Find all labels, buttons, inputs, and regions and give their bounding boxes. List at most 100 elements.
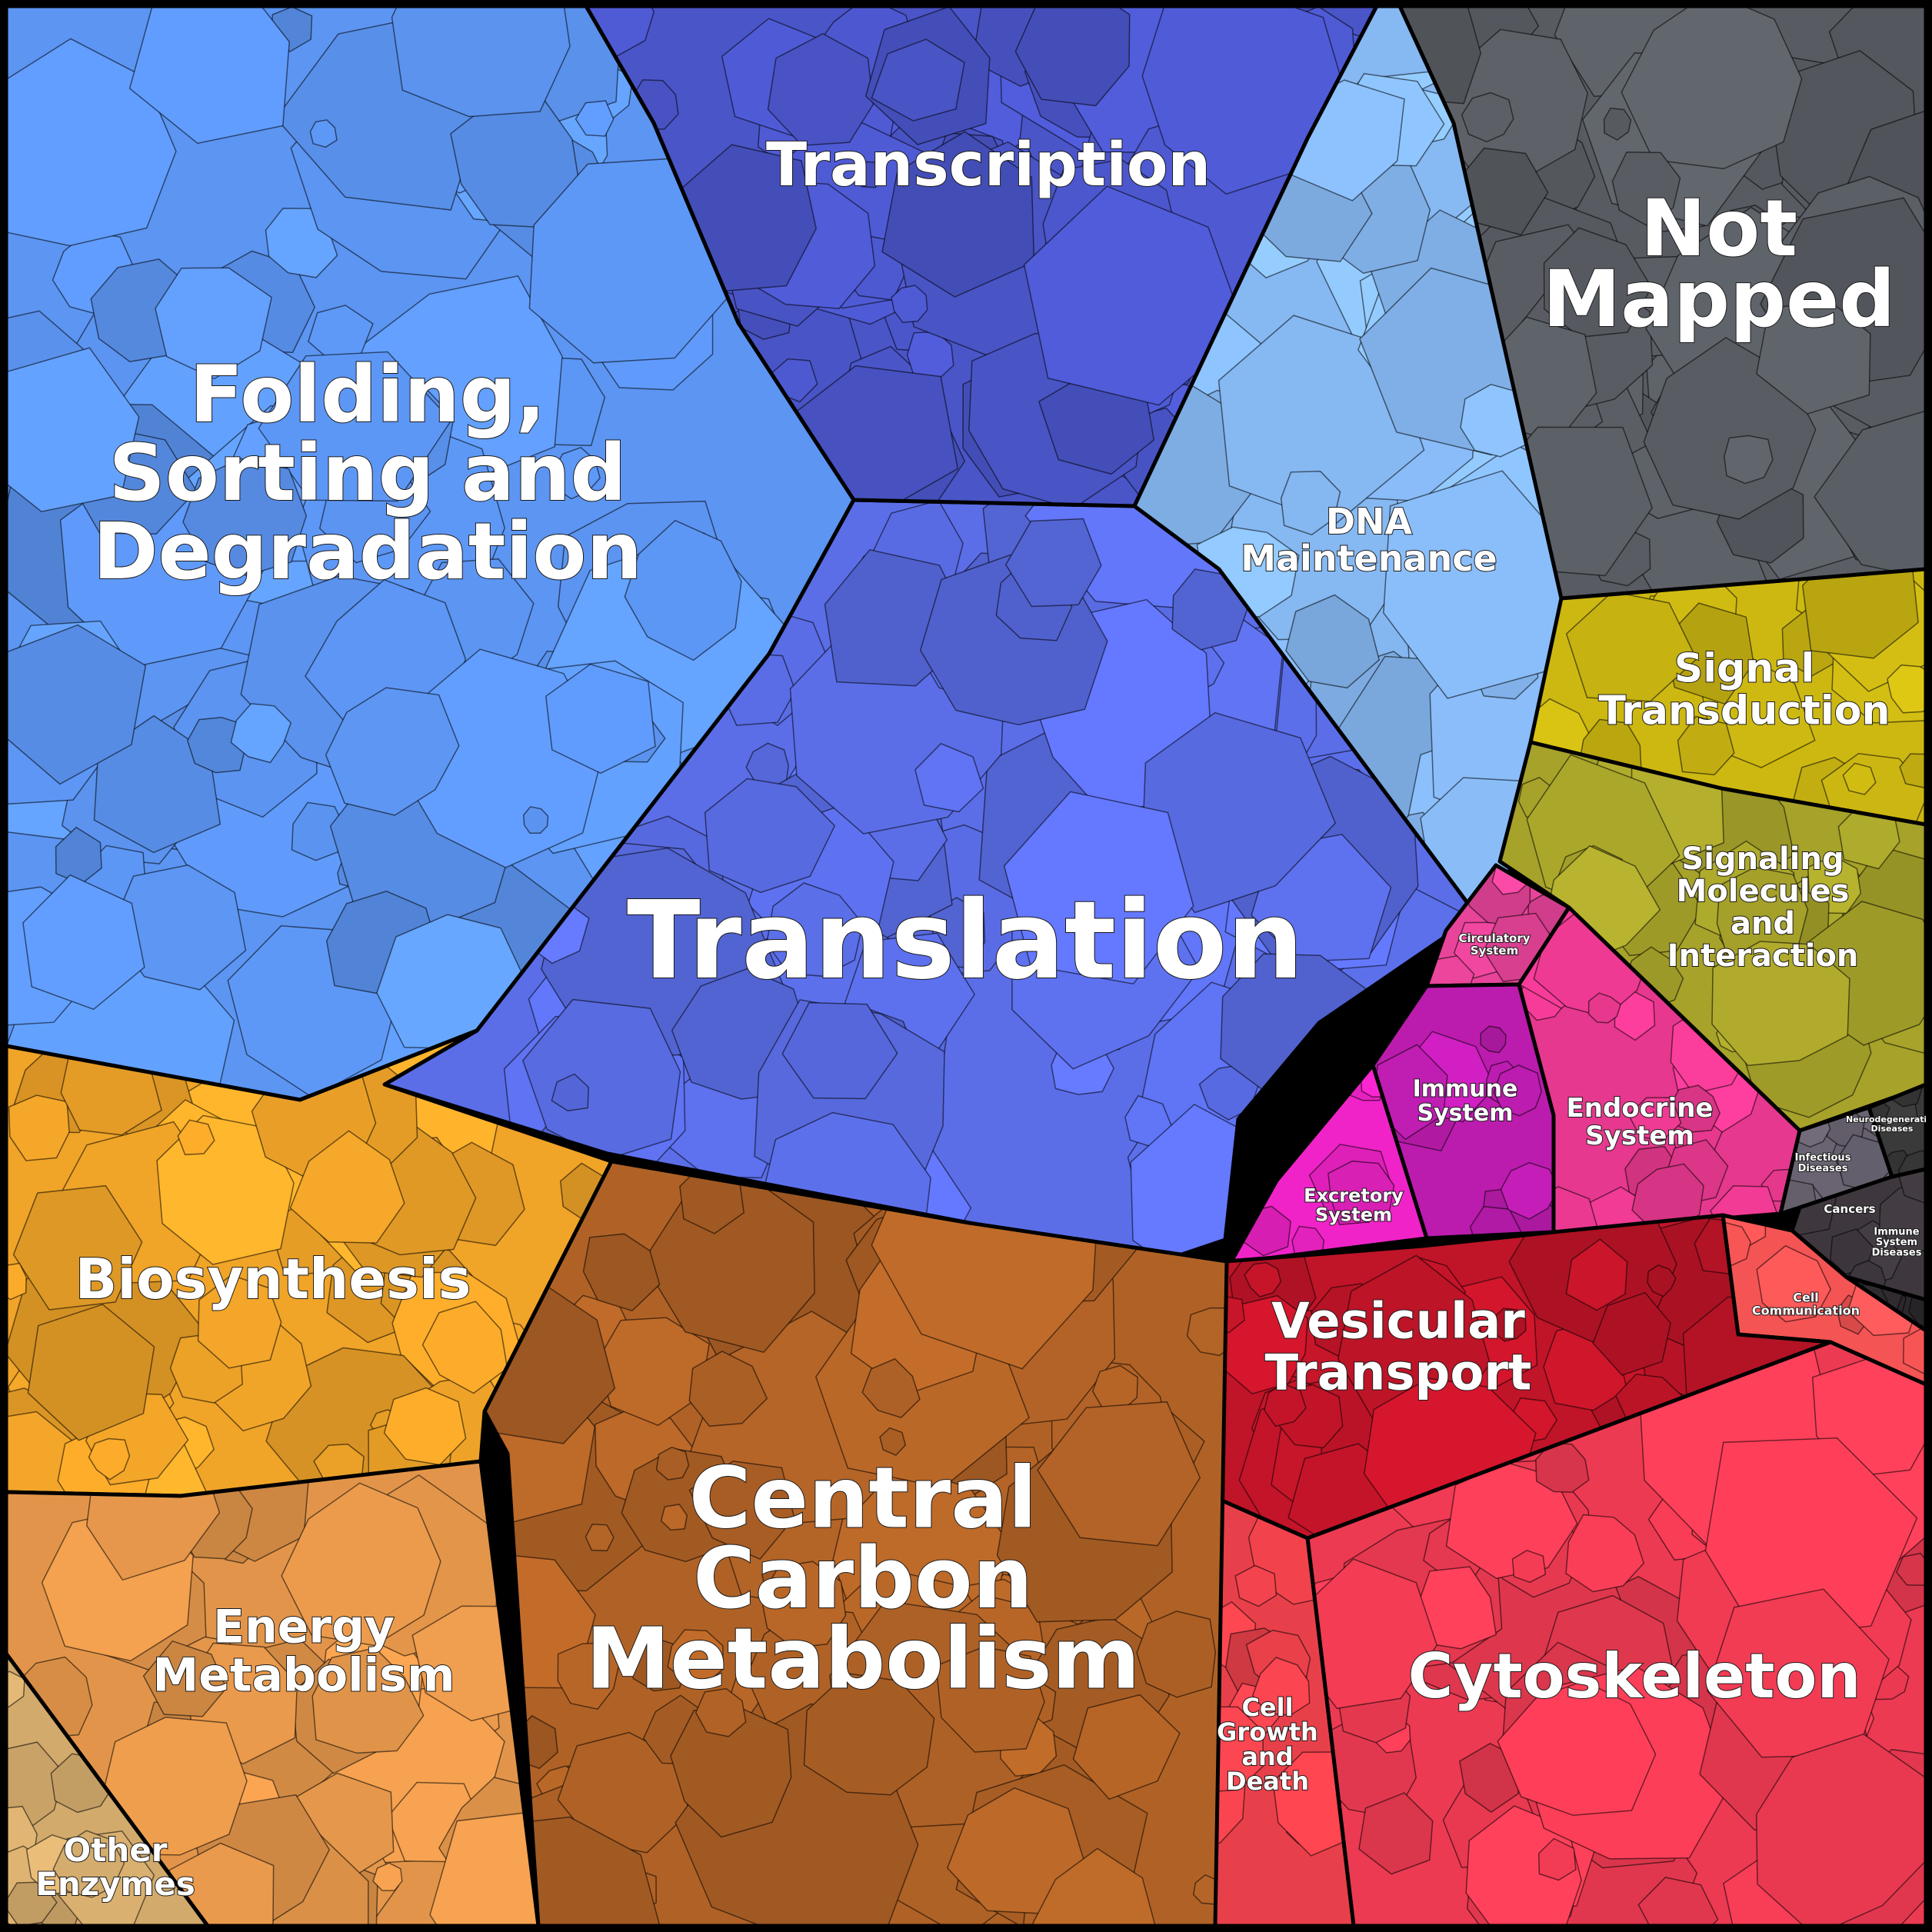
sub-cell: [1141, 711, 1337, 914]
label-line: Excretory: [1304, 1184, 1404, 1206]
region-signal-transduction[interactable]: [1523, 541, 1932, 845]
sub-cell: [1141, 6, 1347, 195]
sub-cell: [1280, 471, 1341, 536]
label-line: Mapped: [1543, 254, 1896, 345]
label-line: Other: [64, 1830, 168, 1868]
sub-cell: [1704, 1437, 1918, 1641]
sub-cell: [582, 1233, 661, 1312]
sub-cell: [704, 778, 836, 894]
region-central-carbon-metabolism[interactable]: [435, 1121, 1238, 1932]
sub-cell: [1492, 1307, 1527, 1342]
label-line: System: [1315, 1204, 1392, 1226]
sub-cell: [55, 826, 102, 885]
sub-cell: [1755, 299, 1871, 415]
sub-cell: [1603, 107, 1632, 141]
label-line: Maintenance: [1241, 538, 1497, 579]
region-border-energy-metabolism: [6, 1459, 541, 1926]
label-line: Cytoskeleton: [1408, 1641, 1861, 1712]
sub-cell: [1373, 1044, 1448, 1141]
sub-cell: [6, 1411, 91, 1496]
sub-cell: [383, 1387, 467, 1466]
region-other-enzymes[interactable]: [0, 1651, 210, 1930]
sub-cell: [879, 1427, 907, 1456]
sub-cell: [1251, 1657, 1311, 1716]
sub-cell: [688, 1351, 768, 1427]
label-line: Transport: [1265, 1344, 1532, 1401]
region-immune-system[interactable]: [1371, 982, 1563, 1264]
label-circulatory-system: Circulatory System: [1458, 931, 1530, 958]
sub-cell: [1565, 1514, 1645, 1593]
label-line: Sorting and: [108, 428, 626, 519]
sub-cell: [110, 864, 247, 991]
sub-cell: [27, 1304, 155, 1441]
label-cell-communication: Cell Communication: [1752, 1290, 1860, 1317]
label-cell-growth-and-death: Cell Growth and Death: [1217, 1693, 1318, 1796]
region-folding-sorting-and-degradation[interactable]: [0, 0, 856, 1150]
label-folding-sorting-and-degradation: Folding, Sorting and Degradation: [93, 349, 642, 598]
sub-cell: [289, 1130, 405, 1244]
region-energy-metabolism[interactable]: [6, 1432, 622, 1932]
label-signaling-molecules-and-interaction: Signaling Molecules and Interaction: [1667, 841, 1859, 974]
sub-cell: [660, 1504, 688, 1531]
label-biosynthesis: Biosynthesis: [75, 1247, 471, 1311]
label-immune-system: Immune System: [1413, 1075, 1518, 1127]
sub-cell: [545, 663, 656, 774]
label-line: Energy: [213, 1600, 395, 1654]
sub-cell: [1565, 1238, 1628, 1311]
region-border-neurodegenerative-diseases: [1867, 1082, 1926, 1179]
region-translation[interactable]: [382, 419, 1487, 1291]
label-line: Immune: [1413, 1075, 1518, 1102]
label-line: Communication: [1752, 1303, 1860, 1317]
sub-cell: [871, 38, 965, 122]
sub-cell: [624, 519, 742, 661]
label-line: Biosynthesis: [75, 1247, 471, 1311]
sub-cell: [1592, 1291, 1671, 1376]
sub-cell: [1327, 1160, 1395, 1226]
label-line: Signaling: [1681, 841, 1844, 877]
label-central-carbon-metabolism: Central Carbon Metabolism: [586, 1449, 1141, 1708]
sub-cell: [1307, 1558, 1438, 1710]
label-line: Cancers: [1824, 1202, 1875, 1216]
sub-cell: [655, 1446, 690, 1481]
sub-cell: [854, 161, 884, 188]
sub-cell: [102, 1717, 248, 1856]
label-line: Vesicular: [1271, 1293, 1525, 1350]
label-line: Diseases: [1872, 1247, 1922, 1258]
sub-cell: [667, 1629, 724, 1685]
sub-cell: [1627, 1097, 1682, 1141]
label-not-mapped: Not Mapped: [1543, 183, 1896, 345]
label-line: System: [1471, 943, 1518, 957]
sub-cell: [781, 1001, 898, 1100]
sub-cell: [1091, 1364, 1138, 1411]
label-energy-metabolism: Energy Metabolism: [152, 1600, 455, 1702]
label-line: Endocrine: [1567, 1093, 1714, 1124]
label-line: System: [1417, 1099, 1514, 1126]
sub-cell: [1611, 152, 1681, 227]
sub-cells-central-carbon-metabolism: [485, 1161, 1227, 1926]
sub-cell: [1234, 1564, 1277, 1607]
label-signal-transduction: Signal Transduction: [1599, 646, 1890, 734]
sub-cell: [523, 806, 549, 834]
region-cytoskeleton[interactable]: [1251, 1326, 1932, 1932]
sub-cell: [551, 1073, 589, 1112]
sub-cell: [1621, 6, 1803, 170]
sub-cell: [309, 119, 338, 148]
sub-cell: [1500, 1161, 1554, 1220]
sub-cell: [155, 267, 272, 380]
sub-cell: [1285, 594, 1381, 689]
label-line: Translation: [627, 878, 1304, 1004]
sub-cell: [1677, 715, 1735, 776]
sub-cells-signaling-molecules-and-interaction: [1517, 742, 1926, 1118]
sub-cell: [1756, 1244, 1832, 1323]
region-signaling-molecules-and-interaction[interactable]: [1497, 727, 1932, 1133]
sub-cell: [128, 6, 290, 145]
sub-cell: [1647, 1264, 1677, 1297]
label-line: Growth: [1217, 1717, 1318, 1747]
sub-cell: [688, 1461, 795, 1561]
label-vesicular-transport: Vesicular Transport: [1265, 1293, 1532, 1401]
region-labels: Translation Transcription Folding, Sorting …: [35, 130, 1932, 1903]
sub-cell: [12, 1184, 143, 1311]
label-line: Neurodegenerative: [1846, 1114, 1932, 1124]
